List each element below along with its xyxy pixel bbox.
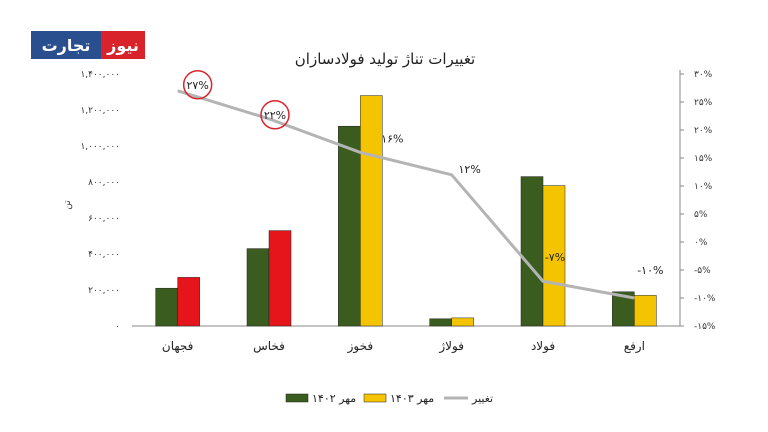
legend-label-1402: مهر ۱۴۰۲	[312, 392, 356, 405]
bar-series-2	[634, 295, 657, 327]
bar-series-2	[268, 230, 292, 327]
bar-series-2	[451, 317, 474, 327]
y-left-tick-label: ۴۰۰,۰۰۰	[88, 250, 120, 260]
category-label: فولاد	[531, 339, 555, 354]
y-right-tick-label: ۱۵%	[694, 154, 713, 164]
y-right-tick-label: -۱۰%	[694, 294, 716, 304]
category-label: فجهان	[162, 339, 193, 353]
bar-series-2	[542, 185, 566, 327]
bar-series-2	[360, 95, 383, 327]
y-left-tick-label: ۱,۰۰۰,۰۰۰	[80, 142, 120, 152]
category-label: فخوز	[347, 339, 373, 354]
change-value-label: ۱۶%	[381, 132, 403, 145]
y-right-tick-label: ۲۵%	[694, 98, 713, 108]
y-right-tick-label: ۵%	[694, 210, 708, 220]
change-value-label: ۲۲%	[264, 109, 286, 122]
y-right-tick-label: ۱۰%	[694, 182, 713, 192]
legend-swatch-1403	[363, 393, 387, 403]
y-left-tick-label: ۸۰۰,۰۰۰	[88, 178, 120, 188]
y-axis-title: تن	[63, 200, 73, 210]
y-left-tick-label: ۲۰۰,۰۰۰	[88, 286, 120, 296]
y-left-tick-label: ۶۰۰,۰۰۰	[88, 214, 120, 224]
y-left-tick-label: ۱,۲۰۰,۰۰۰	[80, 106, 120, 116]
bar-series-2	[177, 277, 200, 327]
legend-label-change: تغییر	[471, 392, 493, 405]
change-line	[177, 89, 635, 300]
legend-swatch-1402	[285, 393, 309, 403]
highlight-circle	[182, 70, 213, 100]
y-right-tick-label: ۲۰%	[694, 126, 713, 136]
change-value-label: ۲۷%	[187, 79, 209, 92]
chart-title: تغییرات تناژ تولید فولادسازان	[295, 50, 475, 68]
bar-series-1	[155, 287, 178, 327]
category-label: فولاژ	[438, 339, 464, 354]
y-right-tick-label: -۱۵%	[694, 322, 716, 332]
y-left-tick-label: ۱,۴۰۰,۰۰۰	[80, 70, 120, 80]
y-right-tick-label: -۵%	[694, 266, 711, 276]
y-right-tick-label: ۳۰%	[694, 70, 713, 80]
category-label: فخاس	[253, 339, 285, 354]
y-left-tick-label: ۰	[115, 322, 120, 332]
bar-series-1	[520, 176, 544, 327]
change-value-label: ۱۲%	[459, 163, 481, 176]
bar-series-1	[338, 125, 361, 327]
bar-series-1	[246, 248, 270, 327]
bar-series-1	[429, 318, 452, 327]
logo-part-news: نیوز	[101, 31, 145, 59]
legend-label-1403: مهر ۱۴۰۳	[390, 392, 434, 405]
change-value-label: -۷%	[545, 251, 565, 264]
logo-part-tejarat: تجارت	[31, 31, 101, 59]
change-value-label: -۱۰%	[637, 264, 663, 277]
highlight-circle	[260, 100, 290, 130]
category-label: ارفع	[624, 339, 645, 354]
y-right-tick-label: ۰%	[694, 238, 708, 248]
logo: تجارت نیوز	[31, 31, 145, 59]
